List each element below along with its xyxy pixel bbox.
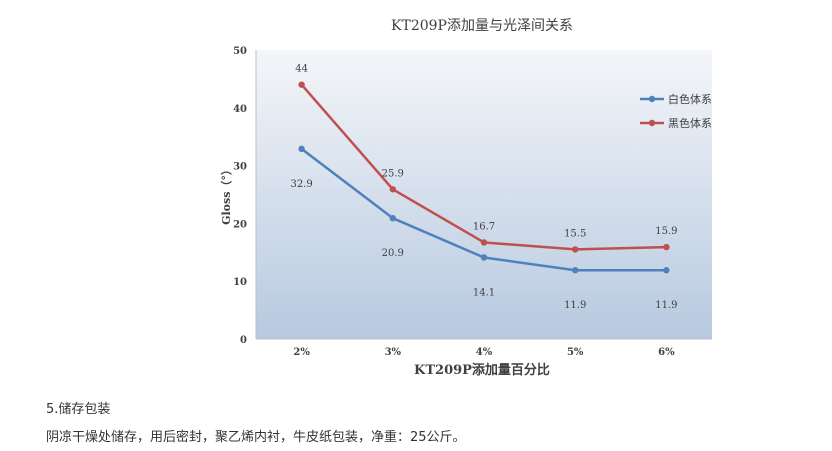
data-point (663, 267, 670, 274)
y-tick-label: 10 (233, 277, 247, 288)
data-point (298, 145, 305, 153)
data-point (480, 239, 488, 246)
data-point (480, 254, 488, 261)
data-label: 25.9 (382, 168, 404, 179)
legend-marker (648, 119, 656, 127)
chart-container: KT209P添加量与光泽间关系 KT209P添加量百分比 Gloss（°） 0 1… (220, 18, 712, 378)
x-tick-label: 2% (293, 347, 310, 358)
y-tick-label: 0 (240, 335, 247, 346)
data-label: 32.9 (290, 179, 312, 190)
data-label: 15.9 (655, 226, 677, 237)
x-tick-label: 6% (658, 347, 675, 358)
x-axis-title: KT209P添加量百分比 (414, 362, 550, 378)
data-point (572, 246, 579, 253)
x-tick-label: 3% (385, 347, 402, 358)
data-point (389, 214, 396, 222)
section-text: 阴凉干燥处储存，用后密封，聚乙烯内衬，牛皮纸包装，净重：25公斤。 (46, 430, 466, 445)
line-chart: KT209P添加量与光泽间关系 KT209P添加量百分比 Gloss（°） 0 1… (220, 18, 712, 378)
y-tick-label: 20 (233, 219, 247, 230)
legend-marker (648, 95, 656, 103)
legend-label: 黑色体系 (668, 116, 712, 130)
data-label: 44 (295, 64, 308, 75)
data-point (572, 267, 579, 274)
legend-label: 白色体系 (668, 92, 712, 106)
data-label: 15.5 (564, 228, 586, 239)
data-point (389, 186, 396, 193)
data-label: 16.7 (473, 221, 495, 232)
chart-marks: 0 10 20 30 40 50 2% 3% 4% 5% 6% 32.9 20.9 14.1 11.9 11.… (233, 46, 712, 358)
section-heading: 5.储存包装 (46, 402, 111, 417)
data-point (298, 81, 305, 88)
data-label: 11.9 (564, 300, 586, 311)
chart-title: KT209P添加量与光泽间关系 (391, 18, 573, 34)
x-tick-label: 4% (476, 347, 493, 358)
x-tick-label: 5% (567, 347, 584, 358)
y-tick-label: 50 (233, 46, 247, 57)
data-label: 14.1 (473, 288, 495, 299)
data-point (663, 243, 670, 251)
plot-area (256, 50, 712, 339)
y-tick-label: 40 (233, 104, 247, 115)
data-label: 20.9 (382, 248, 404, 259)
data-label: 11.9 (655, 300, 677, 311)
y-tick-label: 30 (233, 162, 247, 173)
y-axis-title: Gloss（°） (220, 164, 233, 225)
